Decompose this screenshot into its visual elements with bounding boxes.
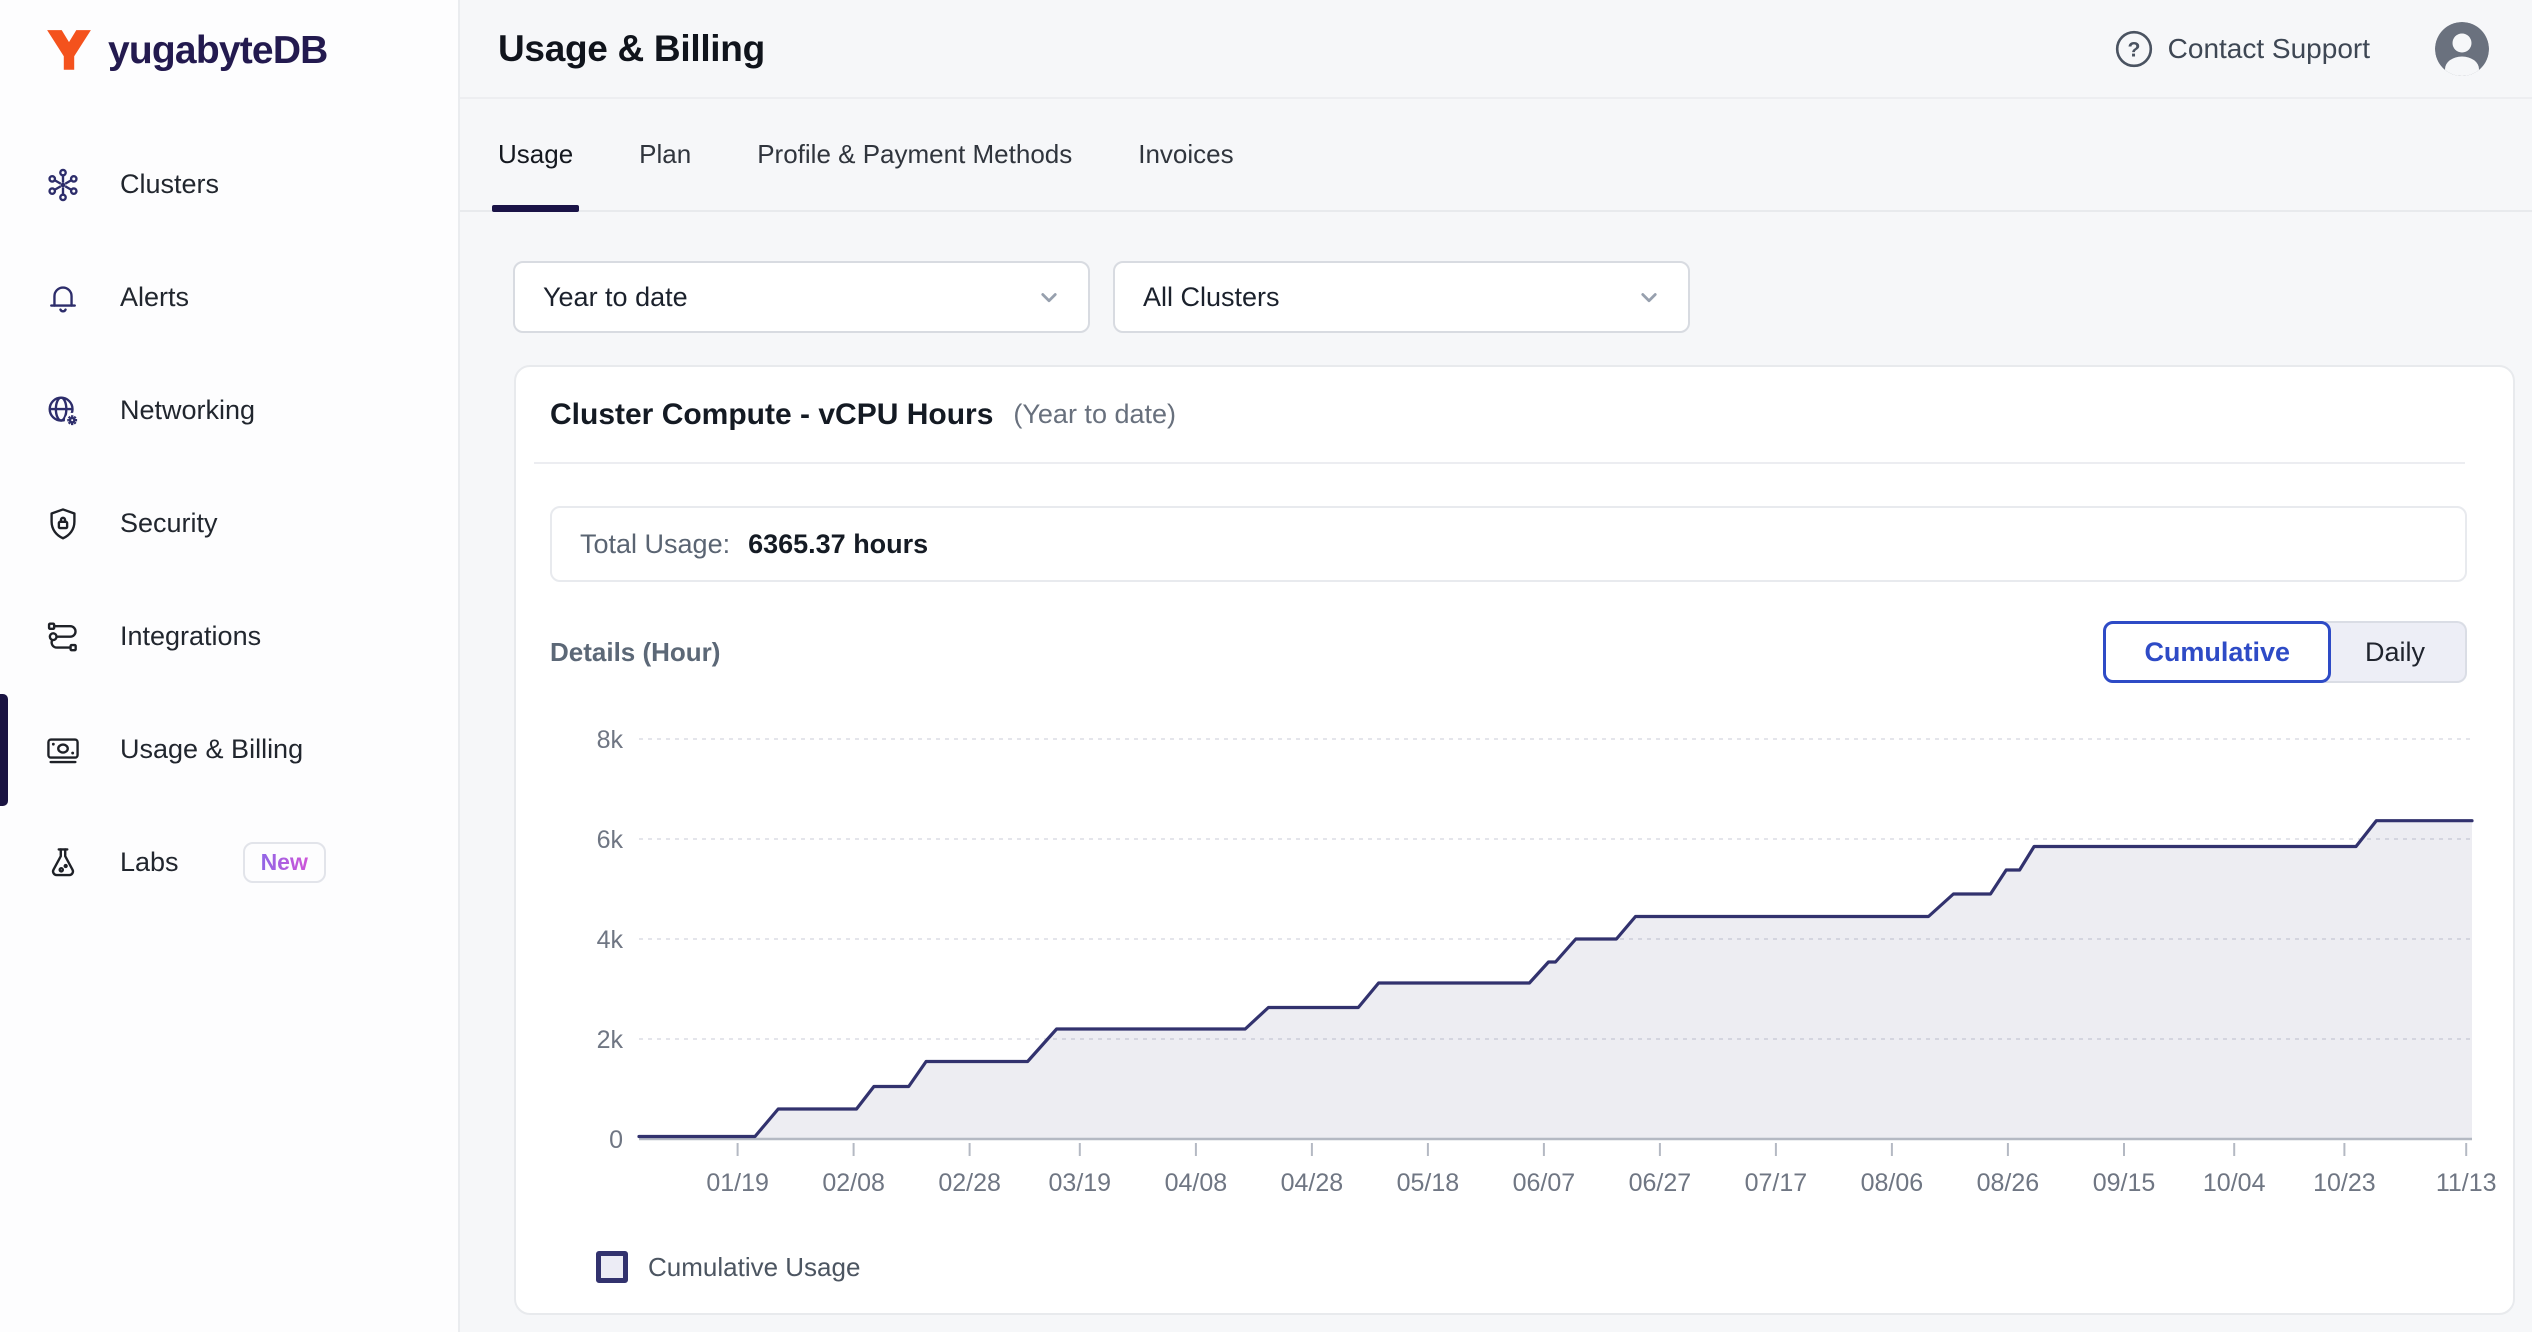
chart-legend-item[interactable]: Cumulative Usage (596, 1251, 860, 1283)
svg-text:04/28: 04/28 (1281, 1169, 1344, 1197)
svg-text:08/06: 08/06 (1861, 1169, 1924, 1197)
usage-card: Cluster Compute - vCPU Hours (Year to da… (514, 365, 2515, 1315)
cluster-select[interactable]: All Clusters (1113, 261, 1690, 333)
legend-label: Cumulative Usage (648, 1252, 860, 1283)
svg-text:03/19: 03/19 (1049, 1169, 1112, 1197)
svg-text:02/08: 02/08 (822, 1169, 885, 1197)
sidebar-item-usage-billing[interactable]: Usage & Billing (0, 693, 458, 806)
sidebar-item-security[interactable]: Security (0, 467, 458, 580)
sidebar-item-labs[interactable]: Labs New (0, 806, 458, 919)
billing-tabs: Usage Plan Profile & Payment Methods Inv… (460, 99, 2532, 212)
chevron-down-icon (1034, 282, 1064, 312)
view-toggle: Cumulative Daily (2103, 621, 2467, 683)
user-avatar[interactable] (2435, 22, 2489, 76)
svg-text:2k: 2k (597, 1026, 624, 1054)
help-icon: ? (2115, 30, 2153, 68)
sidebar-item-label: Networking (120, 395, 255, 426)
svg-text:10/23: 10/23 (2313, 1169, 2376, 1197)
card-title: Cluster Compute - vCPU Hours (550, 398, 993, 432)
svg-text:0: 0 (609, 1126, 623, 1154)
usage-chart: 0 2k 4k 6k 8k 01/19 02/08 02/28 03/19 04/08 04/28 0… (550, 727, 2504, 1227)
clusters-icon (44, 166, 82, 204)
brand-name: yugabyteDB (108, 29, 328, 73)
sidebar-item-label: Security (120, 508, 218, 539)
tab-profile-payment-methods[interactable]: Profile & Payment Methods (757, 99, 1072, 210)
brand-logo[interactable]: yugabyteDB (44, 26, 328, 76)
details-row: Details (Hour) Cumulative Daily (550, 619, 2467, 685)
contact-support-button[interactable]: ? Contact Support (2115, 30, 2370, 68)
svg-text:04/08: 04/08 (1165, 1169, 1228, 1197)
chevron-down-icon (1634, 282, 1664, 312)
sidebar-item-networking[interactable]: Networking (0, 354, 458, 467)
usage-chart-area: 0 2k 4k 6k 8k 01/19 02/08 02/28 03/19 04/08 04/28 0… (550, 727, 2504, 1227)
filters-row: Year to date All Clusters (513, 261, 1690, 333)
svg-text:4k: 4k (597, 926, 624, 954)
svg-text:11/13: 11/13 (2436, 1169, 2497, 1197)
contact-support-label: Contact Support (2168, 33, 2370, 65)
svg-text:01/19: 01/19 (706, 1169, 769, 1197)
svg-text:06/07: 06/07 (1513, 1169, 1576, 1197)
page-title: Usage & Billing (498, 28, 765, 70)
legend-swatch-icon (596, 1251, 628, 1283)
sidebar-item-label: Integrations (120, 621, 261, 652)
main-area: Usage & Billing ? Contact Support (460, 0, 2532, 1332)
app-window: yugabyteDB Clusters (0, 0, 2532, 1332)
sidebar-item-label: Clusters (120, 169, 219, 200)
svg-text:02/28: 02/28 (938, 1169, 1001, 1197)
banknote-icon (44, 731, 82, 769)
svg-text:?: ? (2127, 38, 2140, 61)
sidebar-item-label: Usage & Billing (120, 734, 303, 765)
svg-text:05/18: 05/18 (1397, 1169, 1460, 1197)
sidebar-nav: Clusters Alerts (0, 128, 458, 919)
svg-text:6k: 6k (597, 826, 624, 854)
svg-text:07/17: 07/17 (1745, 1169, 1808, 1197)
card-subtitle: (Year to date) (1013, 399, 1176, 430)
sidebar: yugabyteDB Clusters (0, 0, 460, 1332)
svg-text:10/04: 10/04 (2203, 1169, 2266, 1197)
total-usage-box: Total Usage: 6365.37 hours (550, 506, 2467, 582)
svg-text:08/26: 08/26 (1977, 1169, 2040, 1197)
header-actions: ? Contact Support (2115, 0, 2489, 97)
bell-icon (44, 279, 82, 317)
total-usage-label: Total Usage: (580, 529, 730, 560)
workflow-icon (44, 618, 82, 656)
details-label: Details (Hour) (550, 637, 720, 668)
sidebar-item-label: Alerts (120, 282, 189, 313)
svg-text:8k: 8k (597, 727, 624, 754)
card-divider (534, 462, 2465, 464)
svg-text:09/15: 09/15 (2093, 1169, 2156, 1197)
tab-usage[interactable]: Usage (498, 99, 573, 210)
tab-plan[interactable]: Plan (639, 99, 691, 210)
sidebar-item-alerts[interactable]: Alerts (0, 241, 458, 354)
yugabyte-logo-icon (44, 26, 94, 76)
sidebar-item-clusters[interactable]: Clusters (0, 128, 458, 241)
tab-invoices[interactable]: Invoices (1138, 99, 1233, 210)
svg-text:06/27: 06/27 (1629, 1169, 1692, 1197)
page-header: Usage & Billing ? Contact Support (460, 0, 2532, 99)
cluster-select-value: All Clusters (1143, 282, 1634, 313)
period-select-value: Year to date (543, 282, 1034, 313)
period-select[interactable]: Year to date (513, 261, 1090, 333)
daily-toggle-button[interactable]: Daily (2325, 621, 2467, 683)
cumulative-toggle-button[interactable]: Cumulative (2103, 621, 2331, 683)
flask-icon (44, 844, 82, 882)
sidebar-item-label: Labs (120, 847, 179, 878)
total-usage-value: 6365.37 hours (748, 529, 928, 560)
shield-lock-icon (44, 505, 82, 543)
new-badge: New (243, 842, 326, 883)
globe-gear-icon (44, 392, 82, 430)
sidebar-item-integrations[interactable]: Integrations (0, 580, 458, 693)
card-title-row: Cluster Compute - vCPU Hours (Year to da… (550, 387, 2465, 442)
